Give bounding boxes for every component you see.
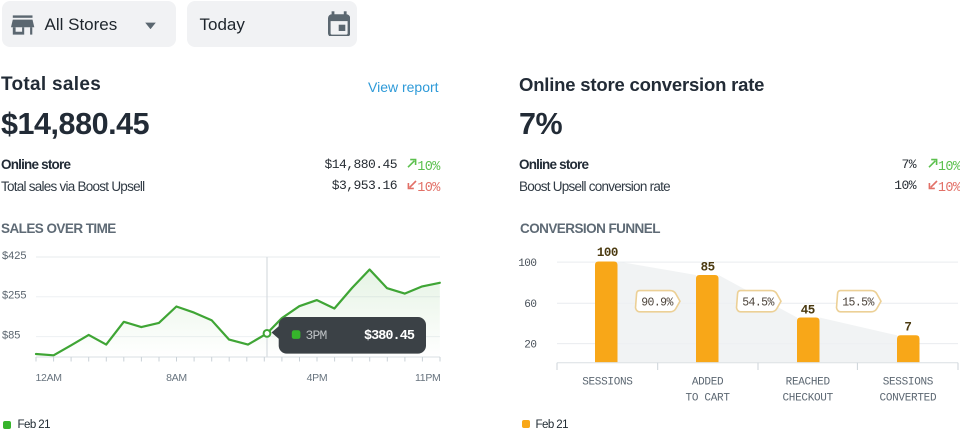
svg-text:4PM: 4PM bbox=[307, 372, 328, 384]
svg-text:CHECKOUT: CHECKOUT bbox=[782, 393, 833, 405]
svg-text:11PM: 11PM bbox=[415, 372, 440, 384]
svg-text:SESSIONS: SESSIONS bbox=[883, 377, 934, 389]
svg-text:TO CART: TO CART bbox=[686, 393, 731, 405]
svg-text:SESSIONS: SESSIONS bbox=[582, 377, 633, 389]
svg-text:12AM: 12AM bbox=[36, 372, 62, 384]
svg-text:3PM: 3PM bbox=[306, 328, 327, 343]
svg-text:20: 20 bbox=[524, 340, 536, 352]
svg-text:REACHED: REACHED bbox=[786, 377, 831, 389]
svg-text:$380.45: $380.45 bbox=[364, 329, 415, 344]
svg-text:100: 100 bbox=[597, 246, 618, 260]
svg-text:8AM: 8AM bbox=[166, 372, 187, 384]
svg-text:ADDED: ADDED bbox=[692, 377, 724, 389]
svg-text:$425: $425 bbox=[2, 250, 26, 262]
svg-text:15.5%: 15.5% bbox=[842, 297, 874, 310]
svg-text:90.9%: 90.9% bbox=[641, 297, 673, 310]
svg-text:CONVERTED: CONVERTED bbox=[880, 393, 937, 405]
svg-text:$85: $85 bbox=[2, 330, 20, 342]
svg-text:45: 45 bbox=[801, 303, 815, 317]
svg-text:100: 100 bbox=[518, 258, 536, 270]
svg-text:$255: $255 bbox=[2, 290, 26, 302]
svg-text:7: 7 bbox=[904, 321, 911, 335]
svg-text:54.5%: 54.5% bbox=[742, 297, 774, 310]
svg-text:60: 60 bbox=[524, 299, 536, 311]
svg-text:85: 85 bbox=[701, 261, 715, 275]
